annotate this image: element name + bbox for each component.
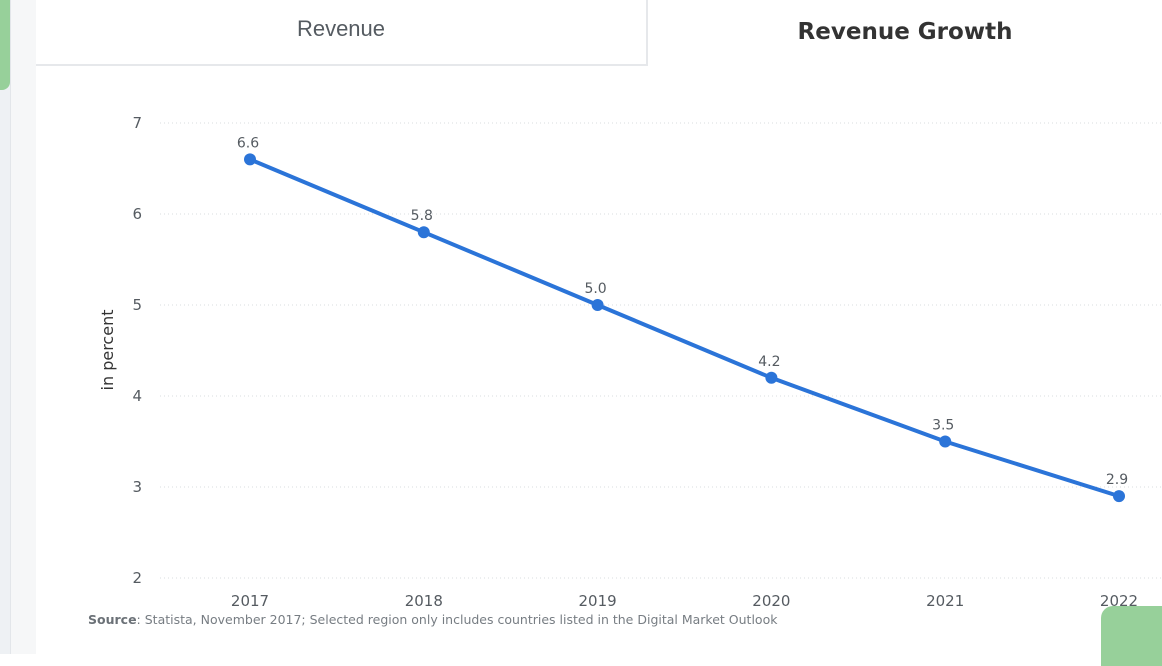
source-prefix: Source xyxy=(88,612,137,627)
data-label: 5.0 xyxy=(584,281,606,297)
data-label: 6.6 xyxy=(237,135,259,151)
source-text: : Statista, November 2017; Selected regi… xyxy=(136,612,778,627)
y-tick-label: 5 xyxy=(132,296,142,314)
data-point xyxy=(591,299,604,311)
y-tick-label: 2 xyxy=(132,569,142,587)
series-line xyxy=(248,157,1121,499)
tab-revenue[interactable]: Revenue xyxy=(36,0,648,66)
data-label: 5.8 xyxy=(411,208,433,224)
x-tick-label: 2019 xyxy=(579,592,617,610)
x-tick-label: 2020 xyxy=(752,592,790,610)
side-green-tab[interactable] xyxy=(0,0,10,90)
y-tick-label: 4 xyxy=(132,387,142,405)
y-tick-label: 7 xyxy=(132,114,142,132)
tab-revenue-growth-label: Revenue Growth xyxy=(797,19,1013,45)
tab-revenue-growth[interactable]: Revenue Growth xyxy=(648,0,1162,66)
corner-green-button[interactable] xyxy=(1101,606,1162,666)
data-point xyxy=(244,153,256,166)
data-point xyxy=(417,226,430,239)
data-label: 3.5 xyxy=(932,418,954,434)
data-point xyxy=(765,371,778,384)
x-tick-label: 2021 xyxy=(926,592,964,610)
data-point xyxy=(939,435,952,448)
data-point xyxy=(1113,490,1125,503)
data-label: 4.2 xyxy=(758,354,780,370)
x-tick-label: 2017 xyxy=(231,592,269,610)
y-tick-label: 6 xyxy=(132,205,142,223)
data-label: 2.9 xyxy=(1106,472,1128,488)
x-tick-label: 2022 xyxy=(1100,592,1138,610)
y-axis-label: in percent xyxy=(98,310,117,391)
tab-revenue-label: Revenue xyxy=(296,16,386,41)
chart-panel xyxy=(36,0,1162,654)
left-rail-inner xyxy=(10,0,37,654)
source-note: Source: Statista, November 2017; Selecte… xyxy=(88,612,777,627)
x-tick-label: 2018 xyxy=(405,592,443,610)
left-rail xyxy=(0,0,37,654)
y-tick-label: 3 xyxy=(132,478,142,496)
